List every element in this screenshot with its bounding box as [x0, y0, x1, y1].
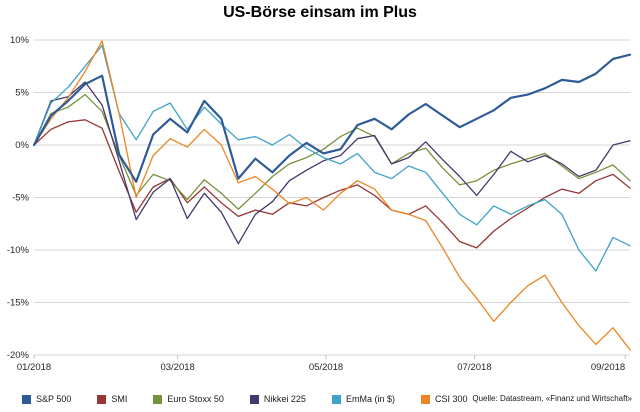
series-line-emma-in-	[33, 44, 631, 272]
legend-swatch	[331, 394, 341, 404]
y-axis-label: 0%	[15, 140, 29, 151]
y-axis-label: -10%	[7, 245, 30, 256]
chart-legend: S&P 500 SMI Euro Stoxx 50 Nikkei 225 EmMa (i…	[22, 394, 468, 404]
legend-label: S&P 500	[36, 394, 72, 404]
legend-swatch	[249, 394, 259, 404]
legend-label: Euro Stoxx 50	[167, 394, 224, 404]
series-line-euro-stoxx-50	[33, 93, 631, 210]
y-axis-label: 5%	[15, 88, 29, 99]
legend-swatch	[22, 394, 31, 404]
chart-title: US-Börse einsam im Plus	[223, 4, 417, 21]
y-axis-label: -5%	[12, 193, 29, 204]
series-line-s-p-500	[32, 53, 632, 183]
x-axis-label: 05/2018	[309, 362, 343, 373]
legend-item-smi: SMI	[97, 394, 127, 404]
legend-item-csi-300: CSI 300	[420, 394, 468, 404]
x-axis-label: 09/2018	[591, 362, 625, 373]
legend-swatch	[97, 394, 107, 404]
legend-label: CSI 300	[434, 394, 468, 404]
legend-item-euro-stoxx-50: Euro Stoxx 50	[153, 394, 224, 404]
series-line-smi	[33, 119, 631, 249]
line-chart-plot-area: 10% 5% 0% -5% -10% -15% -20%01/2018 03/2018 05/2…	[7, 35, 632, 373]
source-note: Quelle: Datastream, «Finanz und Wirtscha…	[472, 394, 632, 403]
legend-item-nikkei-225: Nikkei 225	[249, 394, 306, 404]
x-axis-label: 03/2018	[160, 362, 194, 373]
legend-label: SMI	[111, 394, 128, 404]
y-axis-label: -15%	[7, 298, 30, 309]
y-axis-label: -20%	[7, 350, 30, 361]
x-axis-label: 01/2018	[17, 362, 51, 373]
legend-item-emma-in-: EmMa (in $)	[331, 394, 395, 404]
legend-label: EmMa (in $)	[345, 394, 395, 404]
legend-swatch	[153, 394, 163, 404]
y-axis-label: 10%	[10, 35, 30, 46]
legend-label: Nikkei 225	[263, 394, 306, 404]
x-axis-label: 07/2018	[457, 362, 491, 373]
legend-swatch	[420, 394, 430, 404]
series-line-csi-300	[33, 40, 631, 351]
series-line-nikkei-225	[33, 81, 631, 245]
legend-item-s-p-500: S&P 500	[22, 394, 71, 404]
